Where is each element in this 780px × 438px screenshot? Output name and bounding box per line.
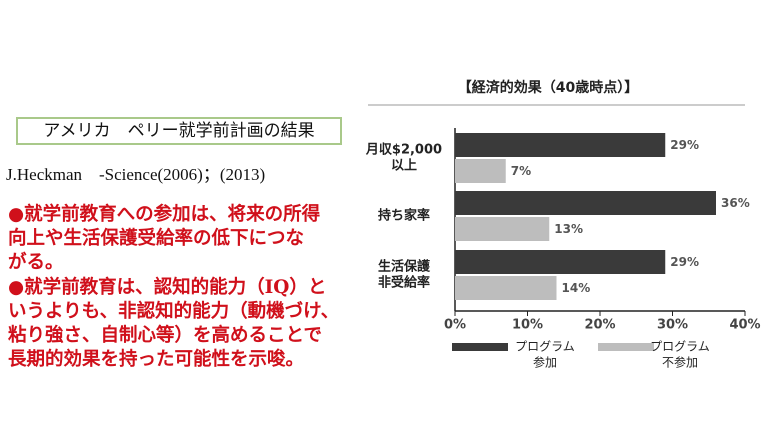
legend-label: プログラム — [650, 340, 710, 354]
legend-label: 不参加 — [662, 355, 698, 370]
legend-swatch — [452, 343, 508, 351]
bar — [455, 159, 506, 183]
x-tick-label: 0% — [444, 318, 466, 333]
bar — [455, 250, 666, 274]
x-tick-label: 40% — [729, 318, 760, 333]
bullet-line: 長期的効果を持った可能性を示唆。 — [8, 349, 305, 371]
value-label: 36% — [721, 196, 750, 210]
x-tick-label: 30% — [657, 318, 688, 333]
bullet-line: いうよりも、非認知的能力（動機づけ、 — [8, 300, 340, 322]
value-label: 29% — [670, 138, 699, 152]
bullet-line: がる。 — [8, 252, 64, 274]
value-label: 14% — [562, 281, 591, 295]
value-label: 13% — [554, 222, 583, 236]
box-title: アメリカ ペリー就学前計画の結果 — [16, 117, 342, 145]
bar — [455, 133, 666, 157]
category-label: 非受給率 — [378, 275, 430, 291]
bullet-line: ●就学前教育は、認知的能力（IQ）と — [8, 276, 327, 298]
category-label: 以上 — [391, 159, 417, 174]
value-label: 29% — [670, 255, 699, 269]
bullet-line: 粘り強さ、自制心等）を高めることで — [8, 325, 322, 347]
legend-label: 参加 — [533, 355, 557, 370]
x-tick-label: 20% — [584, 318, 615, 333]
category-label: 月収$2,000 — [365, 143, 442, 158]
category-label: 持ち家率 — [378, 208, 430, 224]
bullets: ●就学前教育への参加は、将来の所得 向上や生活保護受給率の低下につな がる。 ●就学前… — [8, 203, 378, 372]
chart-title: 【経済的効果（40歳時点）】 — [458, 79, 638, 96]
bar — [455, 191, 716, 215]
bar — [455, 217, 550, 241]
category-label: 生活保護 — [378, 259, 431, 275]
bar — [455, 276, 557, 300]
x-tick-label: 10% — [512, 318, 543, 333]
value-label: 7% — [511, 164, 531, 178]
legend-label: プログラム — [515, 340, 575, 354]
legend-swatch — [598, 343, 654, 351]
bullet-line: 向上や生活保護受給率の低下につな — [8, 228, 305, 250]
citation: J.Heckman -Science(2006)；(2013) — [6, 165, 266, 184]
bullet-line: ●就学前教育への参加は、将来の所得 — [8, 204, 321, 225]
